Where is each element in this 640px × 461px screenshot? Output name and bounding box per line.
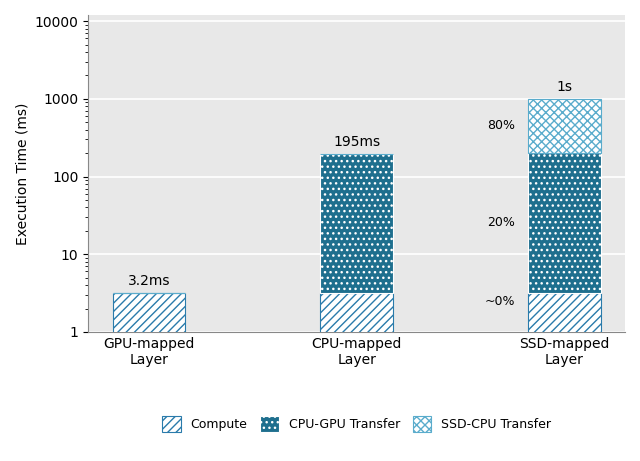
Bar — [320, 154, 393, 293]
Text: 195ms: 195ms — [333, 135, 380, 149]
Legend: Compute, CPU-GPU Transfer, SSD-CPU Transfer: Compute, CPU-GPU Transfer, SSD-CPU Trans… — [157, 411, 556, 437]
Text: 3.2ms: 3.2ms — [127, 274, 170, 288]
Y-axis label: Execution Time (ms): Execution Time (ms) — [15, 102, 29, 245]
Bar — [528, 99, 600, 153]
Bar — [320, 293, 393, 461]
Text: 80%: 80% — [488, 119, 515, 132]
Bar — [113, 293, 185, 461]
Text: 20%: 20% — [488, 216, 515, 230]
Text: ~0%: ~0% — [485, 295, 515, 307]
Bar — [528, 293, 600, 461]
Bar — [528, 153, 600, 293]
Text: 1s: 1s — [556, 80, 572, 94]
